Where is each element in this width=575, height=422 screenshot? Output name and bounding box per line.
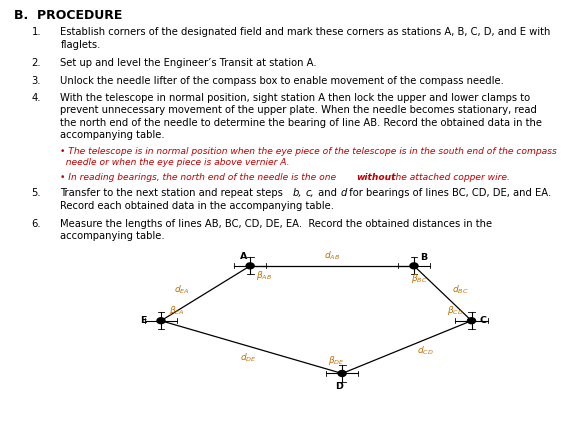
Circle shape bbox=[410, 263, 418, 269]
Text: Record each obtained data in the accompanying table.: Record each obtained data in the accompa… bbox=[60, 201, 335, 211]
Text: Establish corners of the designated field and mark these corners as stations A, : Establish corners of the designated fiel… bbox=[60, 27, 551, 50]
Text: 5.: 5. bbox=[32, 188, 41, 198]
Text: $d_{CD}$: $d_{CD}$ bbox=[417, 344, 434, 357]
Text: E: E bbox=[140, 316, 147, 325]
Circle shape bbox=[338, 371, 346, 376]
Text: $d_{EA}$: $d_{EA}$ bbox=[174, 284, 189, 296]
Text: $\beta_{BC}$: $\beta_{BC}$ bbox=[412, 272, 428, 285]
Text: for bearings of lines BC, CD, DE, and EA.: for bearings of lines BC, CD, DE, and EA… bbox=[346, 188, 551, 198]
Text: the attached copper wire.: the attached copper wire. bbox=[389, 173, 510, 181]
Text: Unlock the needle lifter of the compass box to enable movement of the compass ne: Unlock the needle lifter of the compass … bbox=[60, 76, 504, 86]
Text: A: A bbox=[240, 252, 247, 261]
Circle shape bbox=[467, 318, 476, 324]
Text: d: d bbox=[341, 188, 347, 198]
Text: C: C bbox=[480, 316, 486, 325]
Text: $\beta_{AB}$: $\beta_{AB}$ bbox=[256, 269, 273, 281]
Text: B: B bbox=[420, 253, 427, 262]
Text: $d_{DE}$: $d_{DE}$ bbox=[240, 352, 257, 364]
Text: $\beta_{CD}$: $\beta_{CD}$ bbox=[447, 304, 464, 316]
Text: 3.: 3. bbox=[32, 76, 41, 86]
Text: 2.: 2. bbox=[32, 58, 41, 68]
Text: $d_{AB}$: $d_{AB}$ bbox=[324, 249, 340, 262]
Circle shape bbox=[246, 263, 254, 269]
Text: • The telescope is in normal position when the eye piece of the telescope is in : • The telescope is in normal position wh… bbox=[60, 147, 557, 168]
Circle shape bbox=[157, 318, 165, 324]
Text: $\beta_{EA}$: $\beta_{EA}$ bbox=[169, 304, 185, 316]
Text: Measure the lengths of lines AB, BC, CD, DE, EA.  Record the obtained distances : Measure the lengths of lines AB, BC, CD,… bbox=[60, 219, 493, 241]
Text: 4.: 4. bbox=[32, 93, 41, 103]
Text: With the telescope in normal position, sight station A then lock the upper and l: With the telescope in normal position, s… bbox=[60, 93, 542, 140]
Text: Transfer to the next station and repeat steps: Transfer to the next station and repeat … bbox=[60, 188, 286, 198]
Text: $\beta_{DE}$: $\beta_{DE}$ bbox=[328, 354, 344, 367]
Text: 1.: 1. bbox=[32, 27, 41, 38]
Text: $d_{BC}$: $d_{BC}$ bbox=[452, 284, 468, 296]
Text: • In reading bearings, the north end of the needle is the one: • In reading bearings, the north end of … bbox=[60, 173, 339, 181]
Text: B.  PROCEDURE: B. PROCEDURE bbox=[14, 9, 122, 22]
Text: Set up and level the Engineer’s Transit at station A.: Set up and level the Engineer’s Transit … bbox=[60, 58, 317, 68]
Text: 6.: 6. bbox=[32, 219, 41, 229]
Text: without: without bbox=[356, 173, 396, 181]
Text: b,: b, bbox=[293, 188, 302, 198]
Text: and: and bbox=[316, 188, 340, 198]
Text: D: D bbox=[335, 381, 343, 391]
Text: c,: c, bbox=[305, 188, 314, 198]
